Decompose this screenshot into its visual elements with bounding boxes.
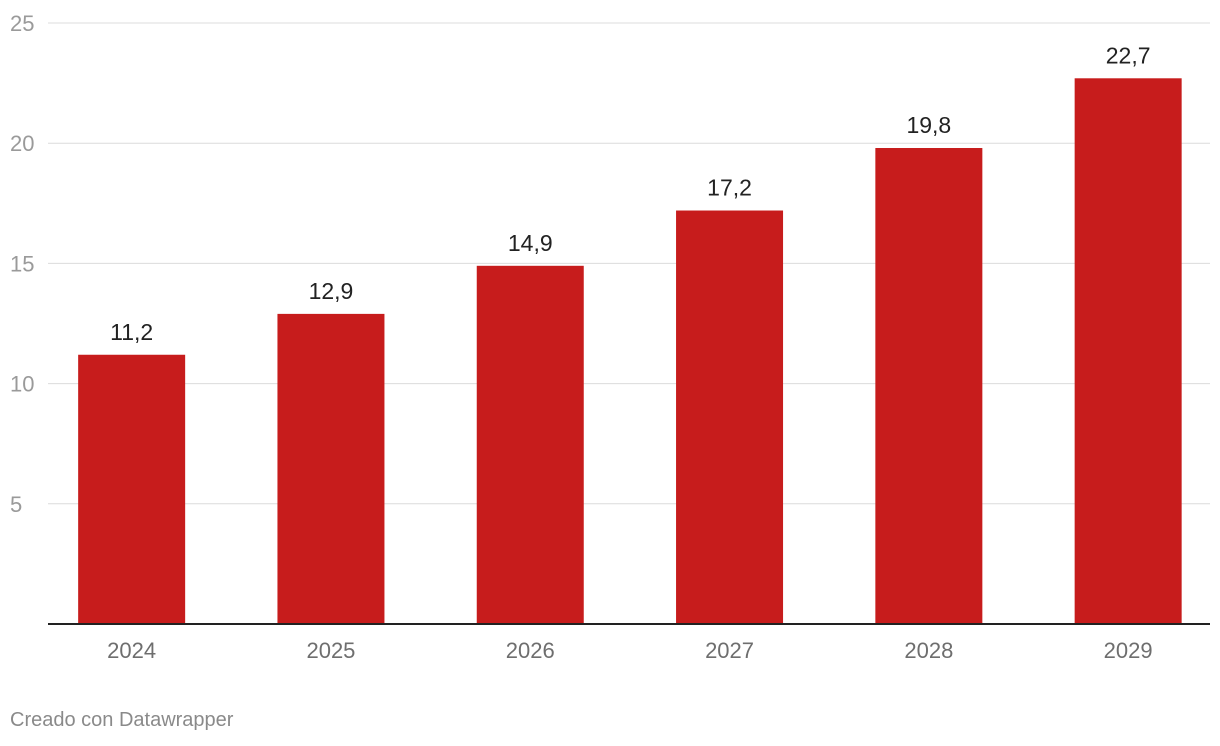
x-tick-label-2027: 2027 [705,638,754,663]
x-tick-label-2026: 2026 [506,638,555,663]
x-tick-label-2024: 2024 [107,638,156,663]
y-tick-label-10: 10 [10,372,34,397]
value-label-2024: 11,2 [110,319,153,345]
y-tick-label-20: 20 [10,131,34,156]
bar-2028 [875,148,983,624]
bar-2029 [1074,78,1182,625]
bar-2025 [277,313,385,624]
value-label-2026: 14,9 [508,230,553,256]
x-tick-label-2029: 2029 [1104,638,1153,663]
credit-text: Creado con Datawrapper [10,709,234,731]
value-label-2028: 19,8 [906,112,951,138]
bar-2027 [676,210,784,624]
value-label-2027: 17,2 [707,175,752,201]
y-tick-label-25: 25 [10,11,34,36]
y-tick-label-15: 15 [10,251,34,276]
x-tick-label-2025: 2025 [306,638,355,663]
bar-2024 [78,354,186,624]
bar-2026 [476,265,584,624]
bar-chart: 51015202511,2202412,9202514,9202617,2202… [10,11,1210,663]
x-tick-label-2028: 2028 [904,638,953,663]
value-label-2029: 22,7 [1106,42,1151,68]
value-label-2025: 12,9 [309,278,354,304]
y-tick-label-5: 5 [10,492,22,517]
